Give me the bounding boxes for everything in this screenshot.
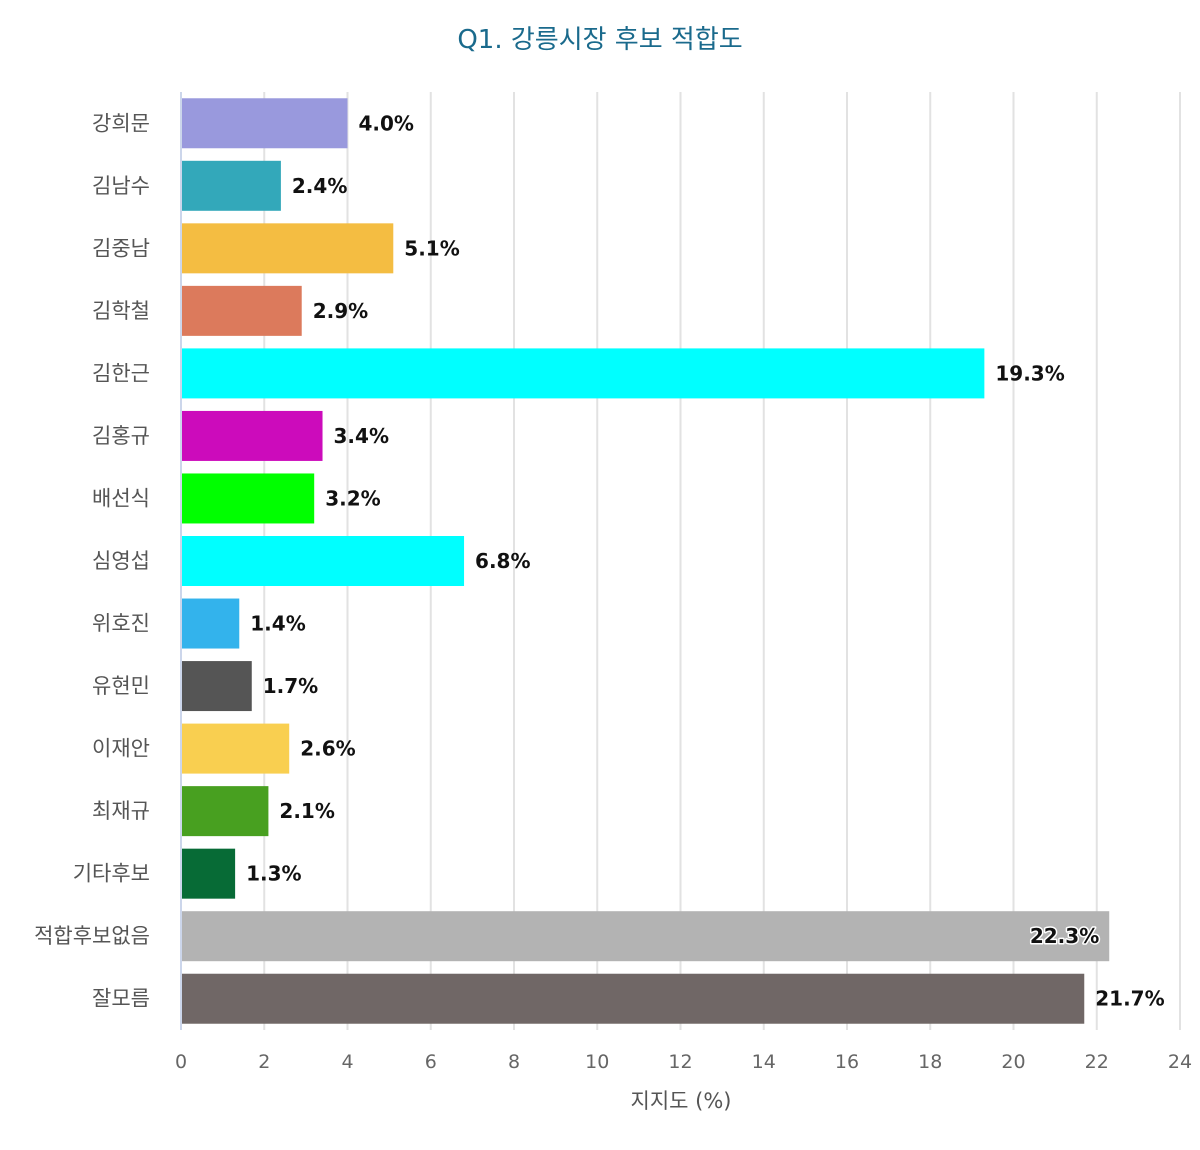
gridlines: [180, 92, 1181, 1030]
x-tick-label: 24: [1168, 1051, 1192, 1073]
bar: [182, 661, 252, 712]
data-label: 1.7%: [263, 674, 318, 698]
data-label: 2.6%: [300, 737, 355, 761]
bar: [182, 973, 1085, 1024]
x-tick-label: 4: [341, 1051, 353, 1073]
x-tick-label: 12: [668, 1051, 692, 1073]
category-label: 배선식: [92, 486, 150, 510]
bar: [182, 473, 315, 524]
x-tick-label: 20: [1001, 1051, 1025, 1073]
chart-title: Q1. 강릉시장 후보 적합도: [457, 25, 742, 55]
data-label: 1.4%: [250, 612, 305, 636]
category-label: 유현민: [92, 674, 150, 698]
data-labels: 4.0% 2.4% 5.1% 2.9% 19.3% 3.4% 3.2% 6.8% 1.4% 1.7…: [246, 111, 1165, 1010]
data-label: 6.8%: [475, 549, 530, 573]
category-label: 심영섭: [92, 549, 150, 573]
data-label: 4.0%: [359, 111, 414, 135]
x-tick-label: 16: [835, 1051, 859, 1073]
bar: [182, 848, 236, 899]
x-axis-ticks: 0 2 4 6 8 10 12 14 16 18 20 22 24: [175, 1051, 1192, 1073]
x-tick-label: 0: [175, 1051, 187, 1073]
x-tick-label: 18: [918, 1051, 942, 1073]
bar: [182, 786, 269, 837]
data-label: 3.2%: [325, 486, 380, 510]
data-label: 1.3%: [246, 862, 301, 886]
category-label: 김홍규: [92, 424, 150, 448]
category-label: 강희문: [92, 111, 150, 135]
category-label: 이재안: [92, 737, 150, 761]
data-label: 3.4%: [334, 424, 389, 448]
data-label: 19.3%: [995, 361, 1064, 385]
x-axis-title: 지지도 (%): [631, 1089, 732, 1113]
bar: [182, 98, 348, 149]
x-tick-label: 6: [425, 1051, 437, 1073]
category-label: 김한근: [92, 361, 150, 385]
bars: [182, 98, 1110, 1024]
bar: [182, 410, 323, 461]
bar: [182, 723, 290, 774]
x-tick-label: 2: [258, 1051, 270, 1073]
category-label: 기타후보: [73, 862, 150, 886]
x-tick-label: 22: [1085, 1051, 1109, 1073]
x-tick-label: 14: [752, 1051, 776, 1073]
bar: [182, 160, 281, 211]
category-label: 김학철: [92, 299, 150, 323]
bar: [182, 536, 465, 586]
data-label: 21.7%: [1095, 987, 1164, 1011]
bar: [182, 223, 394, 274]
category-label: 적합후보없음: [34, 924, 150, 948]
data-label: 5.1%: [404, 236, 459, 260]
category-label: 최재규: [92, 799, 150, 823]
data-label: 2.4%: [292, 174, 347, 198]
category-label: 김남수: [92, 174, 150, 198]
data-label: 2.9%: [313, 299, 368, 323]
category-label: 위호진: [92, 612, 150, 636]
bar: [182, 285, 302, 336]
bar: [182, 911, 1110, 962]
bar: [182, 348, 985, 399]
data-label: 2.1%: [279, 799, 334, 823]
category-label: 잘모름: [92, 987, 150, 1011]
x-tick-label: 10: [585, 1051, 609, 1073]
data-label: 22.3%: [1030, 924, 1099, 948]
bar: [182, 598, 240, 649]
category-labels: 강희문김남수김중남김학철김한근김홍규배선식심영섭위호진유현민이재안최재규기타후보…: [34, 111, 150, 1010]
category-label: 김중남: [92, 236, 150, 260]
x-tick-label: 8: [508, 1051, 520, 1073]
